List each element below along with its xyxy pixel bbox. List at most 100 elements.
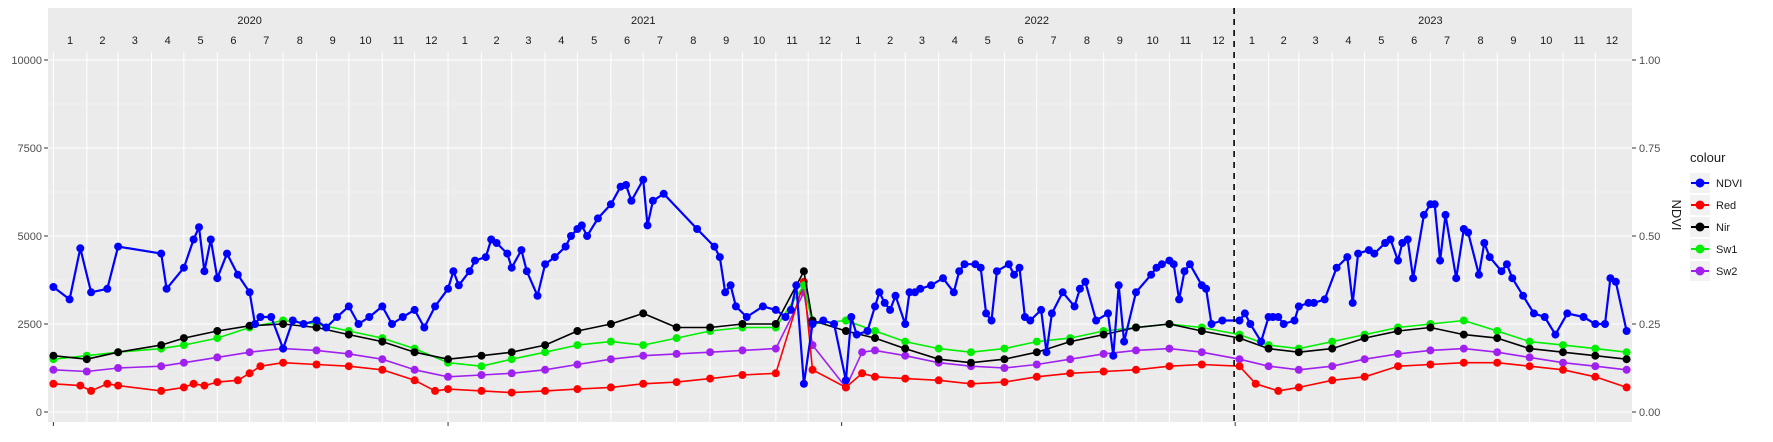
series-point-ndvi [643,221,652,230]
strip-month-label: 6 [1411,35,1417,47]
strip-month-label: 1 [1249,35,1255,47]
series-point-red [1197,360,1206,369]
series-point-ndvi [1042,348,1051,357]
series-point-red [871,372,879,381]
series-point-ndvi [206,235,215,244]
series-point-ndvi [863,327,872,335]
series-point-sw1 [507,355,516,364]
series-point-sw2 [157,362,166,371]
series-point-sw2 [1032,360,1041,369]
strip-month-label: 5 [198,35,204,47]
series-point-red [1493,358,1502,367]
series-point-sw1 [967,348,975,357]
series-point-ndvi [503,249,512,258]
strip-month-label: 6 [1018,35,1024,47]
strip-month-label: 12 [1212,35,1224,47]
series-point-ndvi [808,320,817,328]
series-point-nir [344,330,353,339]
series-point-sw2 [1066,355,1075,364]
series-point-ndvi [1370,249,1379,258]
series-point-red [245,369,254,378]
series-point-nir [1328,344,1337,353]
series-point-ndvi [1348,298,1357,307]
series-point-ndvi [771,305,780,314]
series-point-ndvi [622,181,630,189]
series-point-sw2 [378,355,387,364]
series-point-sw2 [639,351,648,360]
series-point-ndvi [841,376,850,385]
series-point-nir [1493,334,1502,343]
series-point-nir [1032,348,1041,357]
series-point-sw2 [1132,346,1140,355]
series-point-ndvi [1519,291,1528,300]
series-point-sw2 [573,360,582,369]
series-point-nir [706,323,715,332]
legend-label: Sw1 [1716,244,1737,256]
series-point-sw2 [477,371,486,379]
series-point-red [1274,386,1283,395]
series-point-red [1426,360,1435,369]
strip-month-label: 9 [1510,35,1516,47]
series-point-ndvi [1081,277,1090,286]
series-point-ndvi [365,313,374,321]
strip-month-label: 10 [1147,35,1159,47]
series-point-ndvi [245,288,254,297]
series-point-ndvi [1109,351,1118,360]
series-point-nir [1000,355,1009,364]
strip-month-label: 4 [952,35,958,47]
series-point-red [444,385,452,394]
series-point-ndvi [312,316,321,325]
series-point-ndvi [593,214,602,223]
series-point-nir [841,327,850,335]
strip-month-label: 7 [1444,35,1450,47]
series-point-red [1099,367,1108,376]
strip-month-label: 5 [1378,35,1384,47]
series-point-nir [1622,355,1631,364]
strip-month-label: 3 [132,35,138,47]
series-point-ndvi [726,281,735,290]
series-point-ndvi [1279,320,1288,328]
series-point-ndvi [322,323,331,332]
series-point-ndvi [1436,256,1445,265]
series-point-nir [507,348,516,357]
series-point-ndvi [1441,210,1450,219]
series-point-sw2 [114,364,123,372]
strip-month-label: 10 [359,35,371,47]
series-point-ndvi [378,302,387,311]
series-point-ndvi [1075,284,1084,293]
legend-key-point [1695,178,1705,188]
series-point-ndvi [213,274,222,283]
series-point-ndvi [541,260,550,269]
series-point-sw1 [1525,337,1534,346]
series-point-nir [1132,323,1140,332]
series-point-ndvi [1218,316,1227,325]
series-point-sw1 [672,334,681,343]
series-point-sw2 [1000,364,1009,372]
strip-year-label: 2022 [1025,15,1049,27]
series-point-ndvi [1474,270,1483,279]
series-point-red [507,388,516,397]
series-point-sw1 [1622,348,1631,357]
strip-month-label: 8 [297,35,303,47]
series-point-ndvi [1497,267,1506,276]
series-point-ndvi [710,242,719,251]
series-point-nir [378,337,387,346]
series-point-red [573,385,582,394]
series-point-ndvi [1419,210,1428,219]
series-point-ndvi [189,235,198,244]
series-point-red [233,376,242,385]
series-point-ndvi [819,316,828,325]
series-point-red [114,381,123,390]
strip-month-label: 11 [1180,35,1191,47]
series-point-ndvi [533,291,542,300]
series-point-ndvi [659,189,668,198]
series-point-ndvi [955,267,964,276]
series-point-sw1 [901,337,910,346]
series-point-red [179,383,188,392]
series-point-sw2 [1622,365,1631,374]
series-point-nir [901,344,910,353]
series-point-ndvi [992,267,1001,276]
series-point-nir [799,267,808,276]
strip-month-label: 2 [887,35,893,47]
